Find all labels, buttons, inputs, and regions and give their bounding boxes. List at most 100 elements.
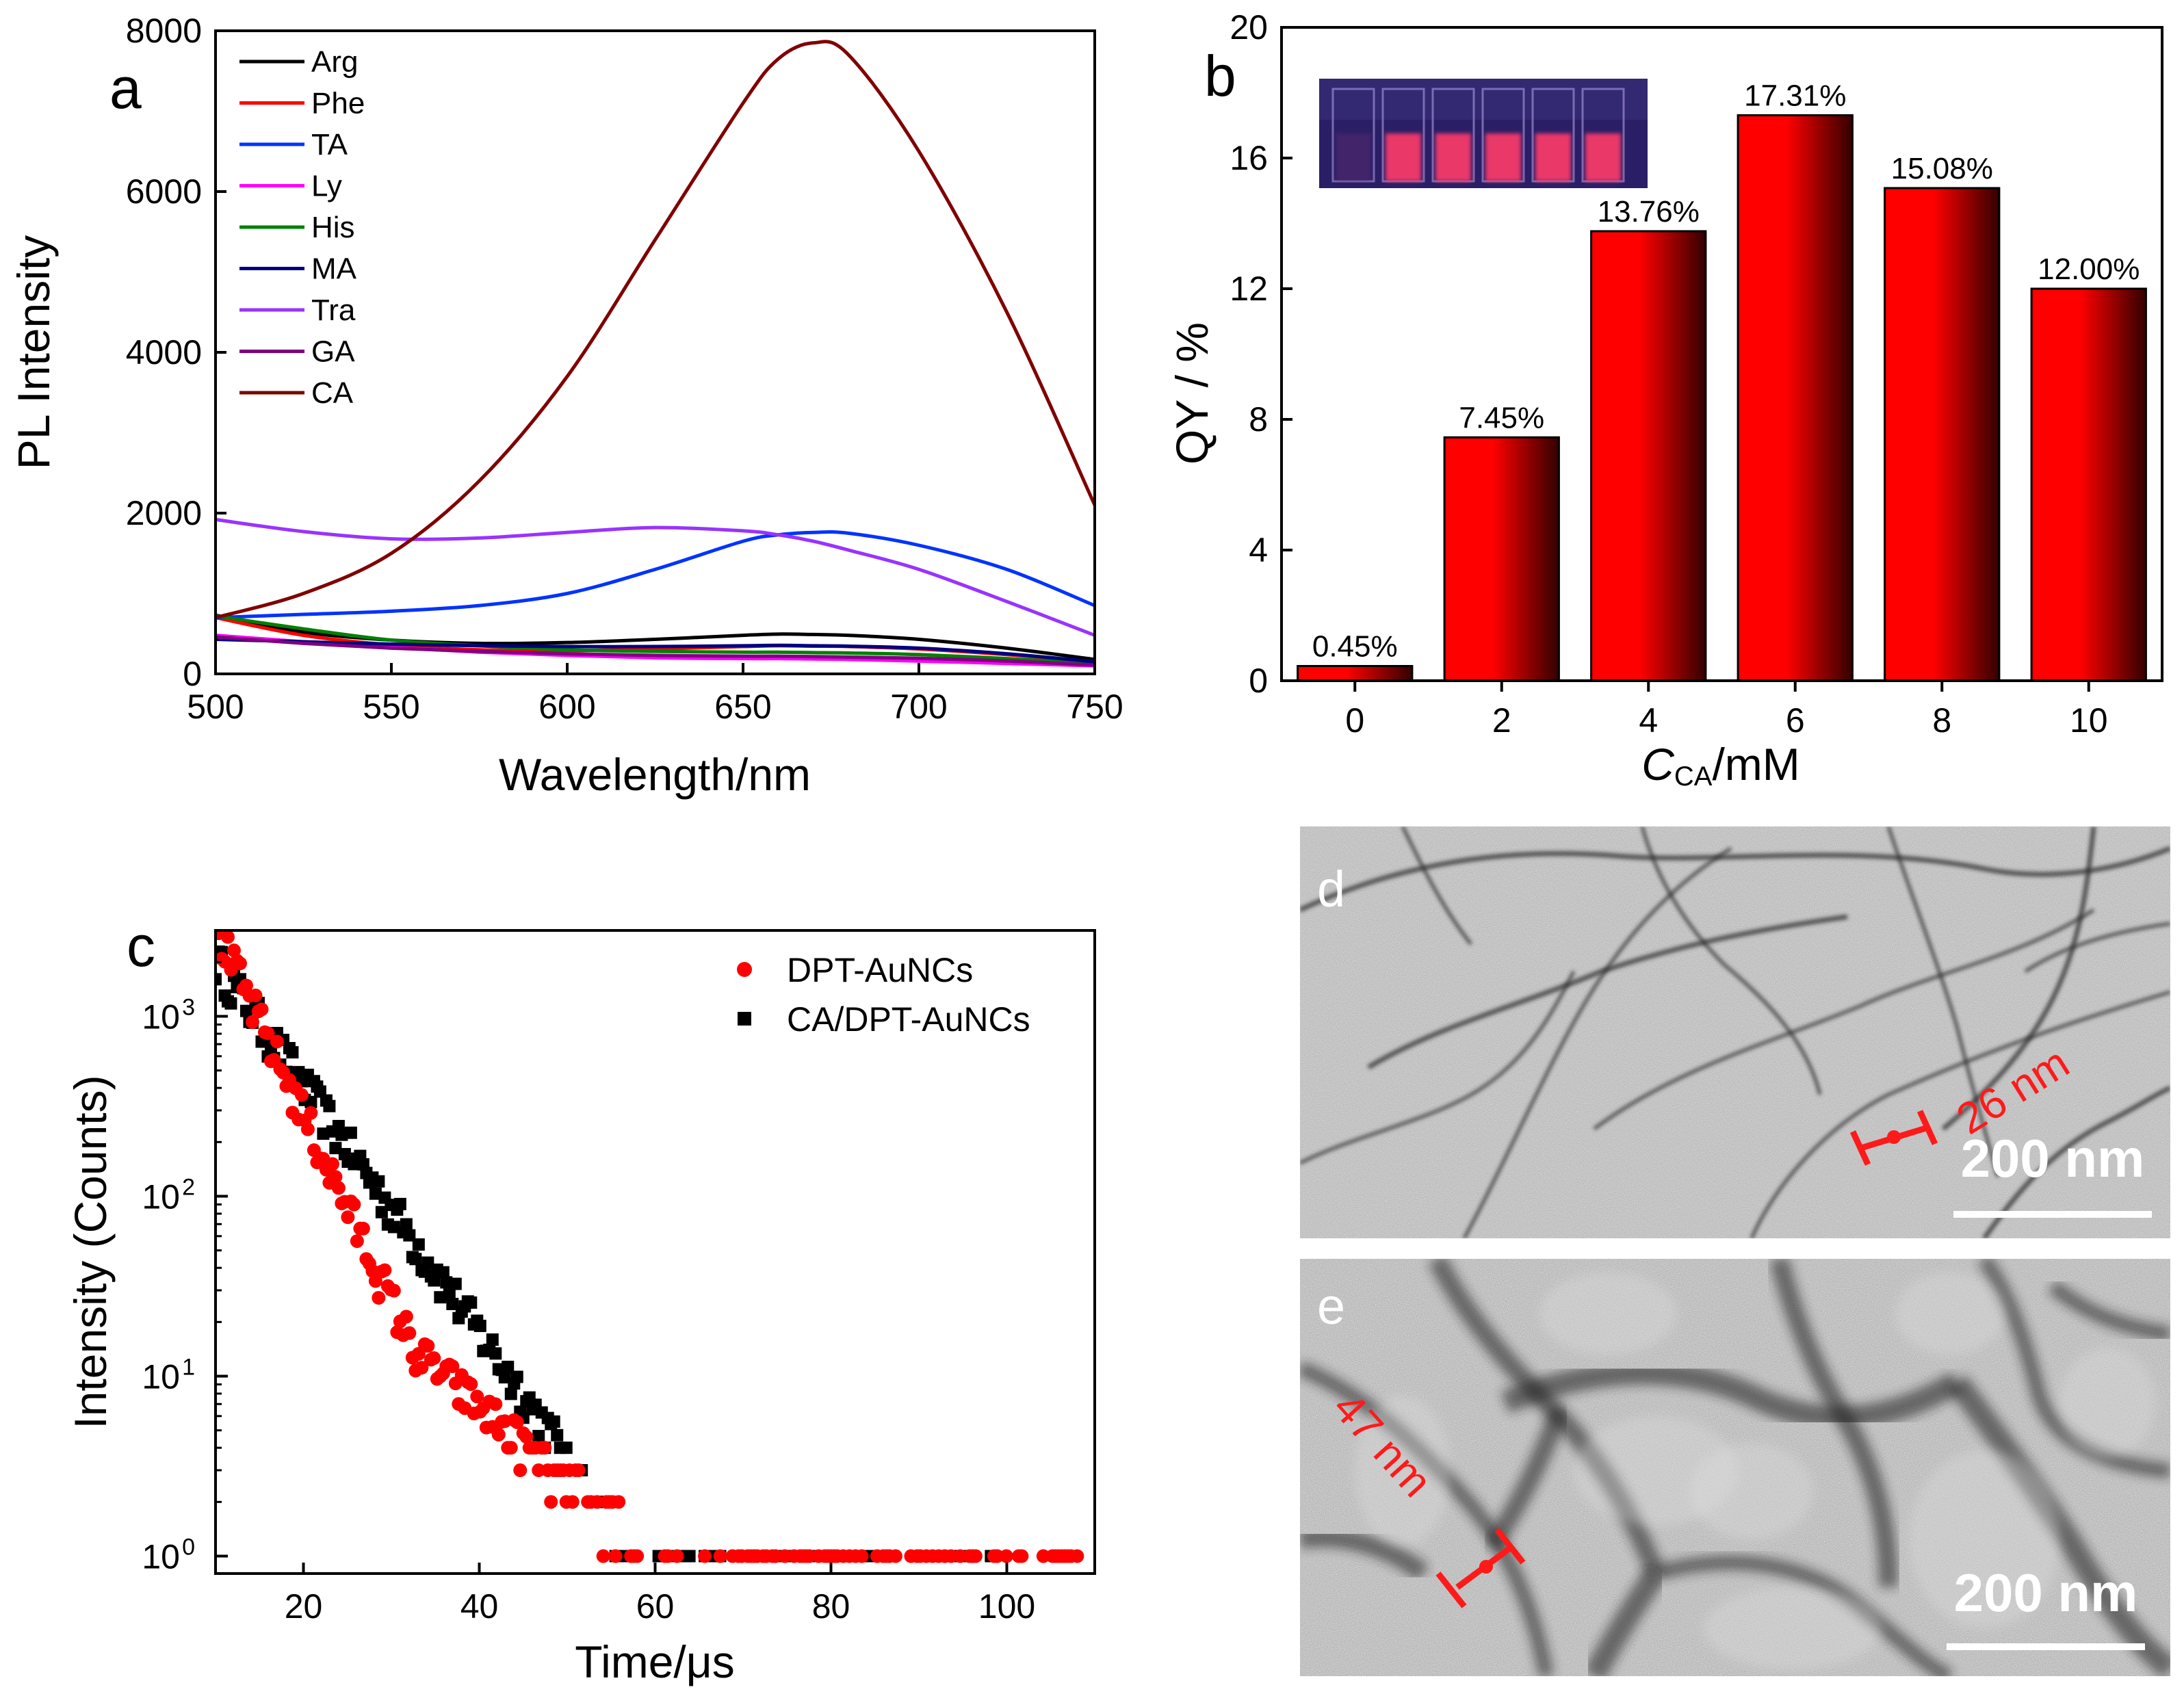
series-line-ga	[216, 635, 1095, 667]
panel-d-label: d	[1317, 861, 1345, 917]
data-point	[470, 1390, 484, 1404]
tem-network-strand	[1583, 1567, 1666, 1676]
data-point	[304, 1095, 317, 1108]
data-point	[415, 1361, 429, 1375]
y-tick-label: 2000	[126, 494, 202, 532]
data-point	[412, 1238, 425, 1251]
tem-fiber	[2024, 922, 2170, 974]
data-point	[683, 1550, 696, 1563]
data-point	[551, 1428, 564, 1441]
panel-b-xlabel: CCA/mM	[1641, 739, 1800, 792]
y-tick-label: 12	[1230, 270, 1268, 308]
data-point	[888, 1549, 902, 1563]
cuvette-glow	[1485, 133, 1521, 181]
y-tick-label: 4	[1249, 531, 1268, 569]
legend-label: DPT-AuNCs	[787, 951, 973, 989]
data-point	[519, 1430, 534, 1444]
data-point	[304, 1106, 318, 1120]
data-point	[300, 1122, 315, 1136]
data-point	[393, 1197, 406, 1210]
data-point	[565, 1495, 580, 1509]
data-point	[608, 1549, 623, 1563]
bar-data-label: 12.00%	[2038, 252, 2140, 286]
tem-fiber	[1941, 826, 2096, 1131]
tem-e-network	[1300, 1259, 2170, 1676]
panel-c-label: c	[127, 914, 155, 978]
data-point	[465, 1296, 478, 1309]
y-tick-label: 8000	[126, 12, 202, 50]
legend-label-ca: CA	[311, 376, 354, 410]
y-tick-label: 10	[142, 1358, 180, 1396]
data-point	[224, 997, 237, 1010]
data-point	[504, 1387, 517, 1400]
tem-d-scale-bar	[1953, 1211, 2152, 1218]
data-point	[372, 1290, 386, 1305]
tem-light-domain	[1355, 1396, 1451, 1546]
data-point	[239, 978, 253, 993]
panel-b-xlabel-sub: CA	[1674, 761, 1713, 792]
panel-a-xlabel: Wavelength/nm	[499, 749, 811, 800]
y-tick-exponent: 1	[182, 1355, 195, 1381]
bar-data-label: 17.31%	[1744, 79, 1846, 112]
data-point	[999, 1549, 1013, 1563]
data-point	[544, 1495, 558, 1509]
panel-c-xlabel: Time/μs	[575, 1636, 735, 1687]
data-point	[502, 1360, 515, 1373]
bar-10	[2030, 287, 2147, 682]
data-point	[449, 1277, 462, 1290]
panel-a-line-chart: 500 550 600 650 700 750 0 2000 4000 6000 8000 a Wa…	[8, 12, 1123, 800]
data-point	[510, 1370, 523, 1383]
data-point	[698, 1549, 712, 1563]
legend-label-ga: GA	[311, 335, 355, 369]
panel-b-xlabel-unit: /mM	[1712, 739, 1799, 790]
data-point	[350, 1234, 364, 1249]
data-point	[504, 1441, 518, 1455]
panel-e-tem-image: e 200 nm 47 nm	[1300, 1259, 2170, 1676]
y-tick-label: 8	[1249, 400, 1268, 439]
cuvette-glow	[1535, 133, 1571, 181]
y-tick-label: 0	[1249, 662, 1268, 700]
panel-b-label: b	[1204, 44, 1236, 108]
x-tick-label: 10	[2070, 701, 2108, 740]
tem-fiber	[1300, 970, 1576, 1165]
data-point	[596, 1549, 610, 1563]
tem-fiber	[1367, 914, 1848, 1070]
data-point	[216, 973, 222, 986]
series-line-ma	[216, 637, 1095, 664]
y-tick-exponent: 2	[182, 1174, 195, 1200]
x-tick-label: 0	[1345, 701, 1364, 740]
data-point	[560, 1441, 573, 1454]
tem-d-measure-marker	[1849, 1110, 1938, 1166]
panel-c-legend: DPT-AuNCs CA/DPT-AuNCs	[737, 951, 1030, 1039]
data-point	[1070, 1549, 1084, 1563]
data-point	[713, 1549, 727, 1563]
tem-fiber	[1640, 826, 1822, 1095]
y-tick-label: 20	[1230, 8, 1268, 47]
series-line-ca	[216, 40, 1095, 620]
data-point	[491, 1427, 506, 1441]
data-point	[233, 956, 247, 971]
bar-6	[1737, 114, 1854, 682]
x-tick-label: 600	[538, 688, 595, 726]
series-line-tra	[216, 517, 1095, 637]
data-point	[255, 1002, 269, 1017]
y-tick-label: 10	[142, 997, 180, 1036]
tem-d-scale-label: 200 nm	[1961, 1128, 2145, 1188]
bar-data-label: 13.76%	[1598, 195, 1700, 229]
cuvette-glow	[1435, 133, 1471, 181]
tem-network-strand	[1300, 1528, 1429, 1582]
tem-fiber	[1982, 1085, 2170, 1238]
tem-fiber	[1401, 826, 1472, 945]
data-point	[445, 1359, 460, 1374]
legend-label: CA/DPT-AuNCs	[787, 1000, 1030, 1039]
y-tick-label: 10	[142, 1538, 180, 1576]
tem-network-strand	[1947, 1374, 2170, 1676]
x-tick-label: 8	[1932, 701, 1951, 740]
x-tick-label: 40	[460, 1587, 499, 1626]
data-point	[1015, 1549, 1029, 1563]
data-point	[486, 1333, 499, 1346]
data-point	[421, 1339, 435, 1353]
panel-d-tem-image: d 200 nm 26 nm	[1300, 826, 2170, 1238]
y-tick-label: 0	[183, 655, 202, 693]
